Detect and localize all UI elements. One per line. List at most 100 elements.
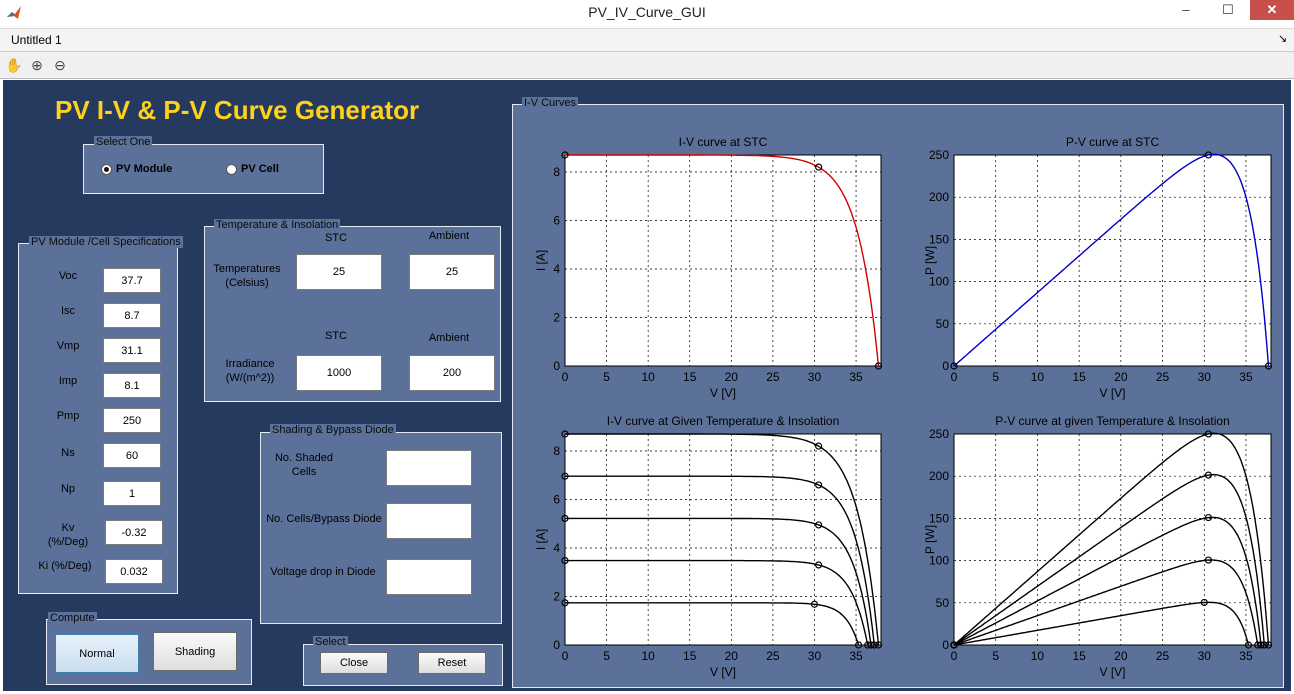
isc-input[interactable]: 8.7 — [103, 303, 161, 328]
x-tick-label: 0 — [562, 649, 569, 663]
x-tick-label: 35 — [1239, 649, 1253, 663]
shaded-cells-input[interactable] — [386, 450, 472, 486]
chart-title: P-V curve at given Temperature & Insolat… — [995, 414, 1230, 428]
spec-label-ki: Ki (%/Deg) — [38, 560, 92, 572]
series-marker — [561, 514, 569, 523]
series-marker — [1204, 471, 1213, 479]
radio-selected-dot[interactable] — [101, 163, 112, 175]
y-axis-label: I [A] — [534, 250, 548, 271]
x-tick-label: 10 — [641, 370, 655, 384]
pan-icon[interactable]: ✋ — [5, 57, 23, 73]
temp-ambient-input[interactable]: 25 — [409, 254, 495, 290]
series-marker — [950, 362, 958, 370]
y-tick-label: 4 — [553, 262, 560, 276]
temp-insolation-title: Temperature & Insolation — [214, 219, 341, 231]
shading-button[interactable]: Shading — [153, 632, 237, 671]
spec-label-ns: Ns — [61, 447, 75, 459]
maximize-button[interactable]: ☐ — [1222, 2, 1234, 17]
chart-title: I-V curve at STC — [679, 135, 768, 149]
x-axis-label: V [V] — [710, 665, 736, 679]
y-tick-label: 100 — [929, 275, 949, 289]
np-input[interactable]: 1 — [103, 481, 161, 506]
x-tick-label: 25 — [1156, 370, 1170, 384]
y-tick-label: 50 — [936, 596, 950, 610]
radio-unselected-dot[interactable] — [226, 163, 237, 175]
series-line-5 — [565, 602, 860, 646]
chart-2: 0 5 10 15 20 25 30 35 0 50 100 150 200 250 P-V curve a… — [923, 135, 1273, 400]
series-line-4 — [565, 559, 869, 646]
x-tick-label: 0 — [562, 370, 569, 384]
diode-vdrop-input[interactable] — [386, 559, 472, 595]
plot-area — [564, 433, 882, 646]
close-window-button[interactable]: ✕ — [1250, 0, 1294, 20]
series-marker — [1244, 641, 1253, 649]
y-tick-label: 250 — [929, 148, 949, 162]
close-button[interactable]: Close — [320, 652, 388, 674]
series-marker — [864, 641, 872, 649]
voc-input[interactable]: 37.7 — [103, 268, 161, 293]
y-tick-label: 0 — [942, 638, 949, 652]
ki-input[interactable]: 0.032 — [105, 559, 163, 584]
chart-1: 0 5 10 15 20 25 30 35 0 2 4 6 8 I-V curve at STC V [V]… — [534, 135, 883, 400]
document-name[interactable]: Untitled 1 — [11, 33, 62, 47]
x-tick-label: 20 — [725, 649, 739, 663]
spec-label-np: Np — [60, 483, 76, 495]
y-tick-label: 0 — [553, 638, 560, 652]
series-marker — [874, 362, 883, 370]
x-tick-label: 30 — [808, 370, 822, 384]
y-tick-label: 2 — [553, 310, 560, 324]
series-marker — [870, 641, 878, 649]
compute-title: Compute — [48, 612, 97, 624]
document-bar: Untitled 1 ↘ — [0, 28, 1294, 52]
imp-input[interactable]: 8.1 — [103, 373, 161, 398]
chart-4: 0 5 10 15 20 25 30 35 0 50 100 150 200 250 P-V curve a… — [923, 414, 1273, 679]
series-marker — [1264, 362, 1273, 370]
x-tick-label: 25 — [1156, 649, 1170, 663]
shading-title: Shading & Bypass Diode — [270, 424, 396, 436]
y-tick-label: 0 — [553, 359, 560, 373]
plot-area — [953, 433, 1272, 646]
zoom-in-icon[interactable]: ⊕ — [31, 57, 43, 73]
cells-per-bypass-input[interactable] — [386, 503, 472, 539]
series-marker — [1204, 151, 1213, 159]
x-tick-label: 15 — [683, 370, 697, 384]
series-marker — [815, 442, 823, 450]
series-marker — [810, 600, 819, 608]
plot-area — [564, 154, 882, 367]
zoom-out-icon[interactable]: ⊖ — [54, 57, 66, 73]
spec-label-pmp: Pmp — [56, 410, 80, 422]
normal-button[interactable]: Normal — [55, 634, 139, 673]
chart-title: P-V curve at STC — [1066, 135, 1160, 149]
pmp-input[interactable]: 250 — [103, 408, 161, 433]
series-marker — [561, 472, 569, 480]
chart-title: I-V curve at Given Temperature & Insolat… — [607, 414, 840, 428]
ns-input[interactable]: 60 — [103, 443, 161, 468]
irr-stc-input[interactable]: 1000 — [296, 355, 382, 391]
series-marker — [815, 163, 823, 171]
series-marker — [1264, 641, 1273, 649]
x-tick-label: 5 — [992, 649, 999, 663]
x-tick-label: 30 — [808, 649, 822, 663]
series-line-5 — [953, 601, 1250, 646]
series-marker — [1204, 513, 1213, 522]
x-tick-label: 35 — [849, 649, 863, 663]
x-tick-label: 15 — [683, 649, 697, 663]
minimize-button[interactable]: ‒ — [1182, 2, 1190, 17]
title-bar: PV_IV_Curve_GUI ‒ ☐ ✕ — [0, 0, 1294, 26]
reset-button[interactable]: Reset — [418, 652, 486, 674]
irr-ambient-input[interactable]: 200 — [409, 355, 495, 391]
x-tick-label: 15 — [1072, 370, 1086, 384]
kv-input[interactable]: -0.32 — [105, 520, 163, 545]
radio-pv-module[interactable]: PV Module — [101, 163, 172, 175]
temp-stc-input[interactable]: 25 — [296, 254, 382, 290]
vmp-input[interactable]: 31.1 — [103, 338, 161, 363]
x-tick-label: 5 — [603, 370, 610, 384]
x-axis-label: V [V] — [710, 386, 736, 400]
radio-pv-cell[interactable]: PV Cell — [226, 163, 279, 175]
radio-pv-cell-label: PV Cell — [241, 163, 279, 175]
undock-arrow-icon[interactable]: ↘ — [1278, 33, 1288, 45]
main-title: PV I-V & P-V Curve Generator — [55, 95, 420, 125]
x-axis-label: V [V] — [1099, 386, 1125, 400]
y-axis-label: P [W] — [923, 525, 937, 554]
x-tick-label: 35 — [1239, 370, 1253, 384]
